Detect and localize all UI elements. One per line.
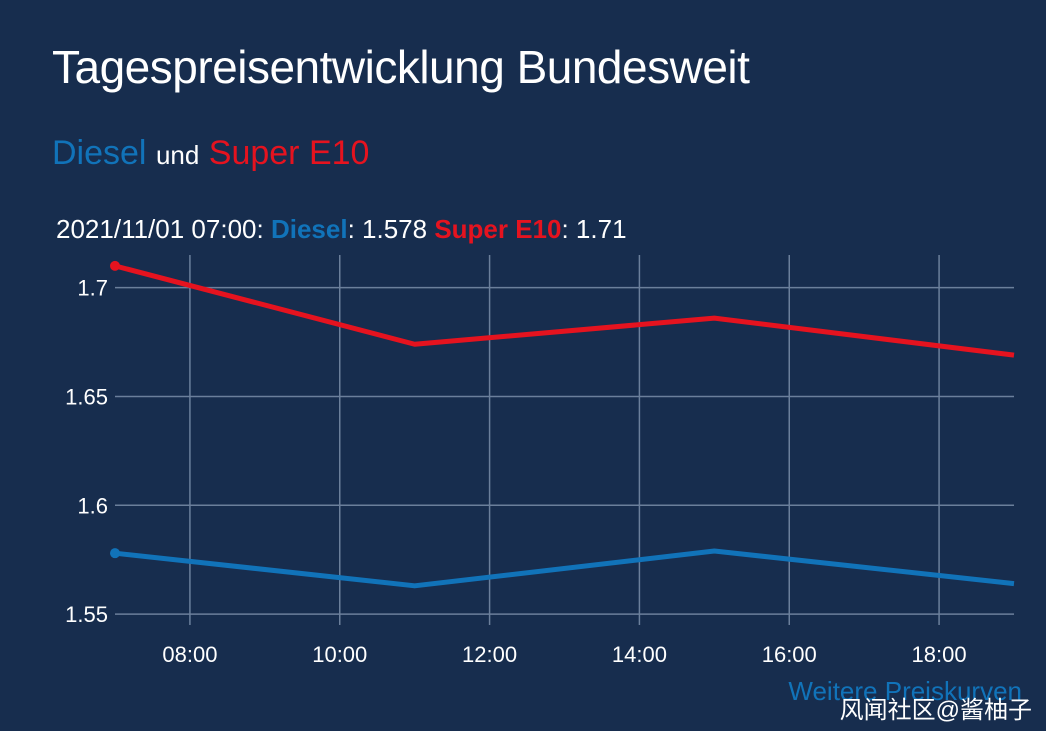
readout-timestamp: 2021/11/01 07:00:: [56, 214, 264, 244]
readout-diesel-value: : 1.578: [347, 214, 428, 244]
chart-title: Tagespreisentwicklung Bundesweit: [52, 41, 750, 93]
watermark: 风闻社区@酱柚子: [839, 697, 1032, 724]
series-line-super-e10: [114, 263, 1015, 358]
y-tick-label: 1.55: [65, 602, 108, 627]
y-tick-label: 1.6: [77, 493, 108, 518]
chart-subtitle: Diesel und Super E10: [52, 134, 369, 173]
x-tick-label: 16:00: [762, 642, 817, 667]
x-tick-label: 08:00: [162, 642, 217, 667]
subtitle-e10: Super E10: [208, 134, 370, 172]
hover-point-super-e10: [110, 260, 120, 271]
series-line-diesel: [114, 548, 1015, 589]
readout-diesel-label: Diesel: [270, 214, 348, 244]
x-tick-label: 12:00: [462, 642, 517, 667]
readout-e10-value: : 1.71: [561, 214, 627, 244]
y-tick-label: 1.7: [77, 276, 108, 301]
subtitle-und: und: [155, 140, 200, 170]
x-tick-label: 14:00: [612, 642, 667, 667]
y-tick-label: 1.65: [65, 384, 108, 409]
subtitle-diesel: Diesel: [52, 134, 147, 172]
x-tick-label: 18:00: [912, 642, 967, 667]
readout-e10-label: Super E10: [434, 214, 562, 244]
more-price-curves-link[interactable]: Weitere Preiskurven: [788, 676, 1022, 706]
hover-readout: 2021/11/01 07:00: Diesel: 1.578 Super E1…: [56, 214, 627, 245]
x-tick-label: 10:00: [312, 642, 367, 667]
hover-point-diesel: [110, 548, 120, 559]
